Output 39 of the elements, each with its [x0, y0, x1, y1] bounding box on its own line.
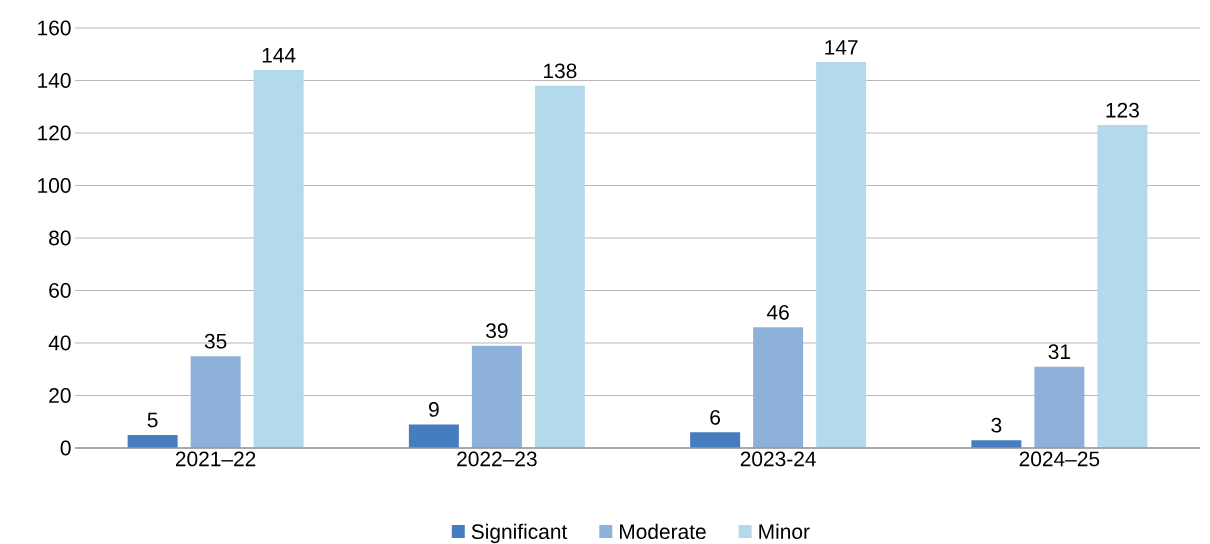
y-tick-label: 100: [38, 178, 71, 193]
bar: [1097, 125, 1148, 448]
y-tick-label: 120: [38, 125, 71, 141]
data-label: 35: [204, 333, 227, 349]
y-tick-label: 160: [38, 20, 71, 36]
bar: [471, 345, 522, 448]
data-label: 6: [710, 409, 721, 425]
x-tick-label: 2021–22: [175, 451, 256, 467]
bar: [127, 434, 178, 448]
y-tick-label: 60: [49, 283, 71, 298]
legend-label: Minor: [759, 523, 810, 540]
x-tick-label: 2022–23: [457, 451, 537, 467]
bar: [1034, 366, 1085, 448]
legend-label: Significant: [471, 523, 568, 544]
data-label: 138: [544, 63, 577, 79]
data-label: 144: [262, 48, 296, 63]
data-label: 3: [991, 417, 1002, 433]
y-tick-label: 20: [49, 388, 71, 403]
data-label: 9: [429, 402, 439, 417]
data-label: 147: [825, 40, 858, 55]
data-label: 123: [1106, 102, 1139, 118]
bar: [253, 70, 304, 448]
y-tick-label: 0: [60, 440, 71, 456]
x-tick-label: 2023-24: [740, 451, 816, 467]
data-label: 39: [486, 323, 508, 339]
y-tick-label: 40: [48, 335, 71, 351]
bar: [816, 62, 867, 448]
data-label: 5: [147, 412, 158, 428]
data-label: 46: [766, 304, 789, 320]
bar: [190, 356, 241, 448]
x-tick-label: 2024–25: [1019, 451, 1100, 467]
bar: [408, 424, 459, 448]
bar: [690, 432, 741, 448]
bar: [753, 327, 804, 448]
y-tick-label: 80: [49, 230, 71, 246]
bar: [534, 85, 585, 448]
legend-label: Moderate: [620, 523, 706, 540]
y-tick-label: 140: [38, 73, 71, 88]
data-label: 31: [1048, 344, 1070, 360]
